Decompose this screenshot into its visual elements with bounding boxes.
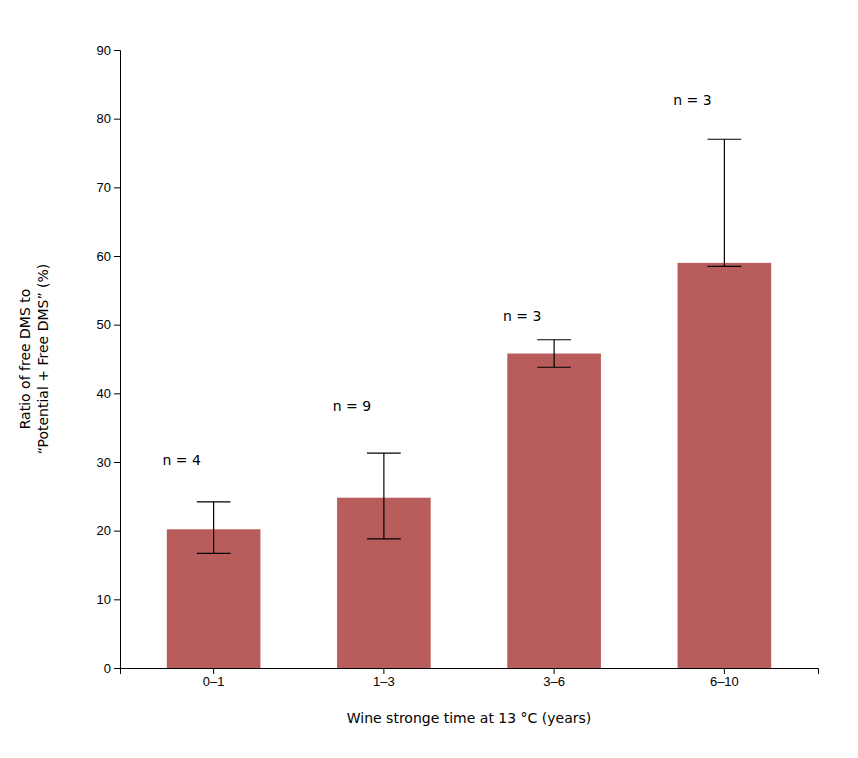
x-tick-label: 0–1 bbox=[203, 674, 225, 689]
error-whisker bbox=[383, 453, 384, 539]
y-tick: 10 bbox=[97, 592, 120, 607]
annotation: n = 3 bbox=[503, 308, 541, 324]
error-cap-lower bbox=[537, 367, 571, 368]
y-tick-label: 60 bbox=[97, 249, 111, 264]
x-tick: 3–6 bbox=[543, 668, 565, 689]
y-tick-mark bbox=[114, 599, 120, 600]
annotation: n = 9 bbox=[333, 398, 371, 414]
y-tick-label: 0 bbox=[104, 661, 111, 676]
y-axis-title: Ratio of free DMS to“Potential + Free DM… bbox=[17, 264, 51, 455]
y-tick: 30 bbox=[97, 455, 120, 470]
error-cap-upper bbox=[708, 139, 742, 140]
y-tick-label: 50 bbox=[97, 317, 111, 332]
x-axis-line bbox=[121, 669, 819, 675]
error-cap-upper bbox=[197, 501, 231, 502]
error-cap-lower bbox=[367, 538, 401, 539]
y-tick-label: 70 bbox=[97, 180, 111, 195]
x-axis: 0–1 1–3 3–6 6–10 bbox=[121, 668, 819, 689]
y-tick: 70 bbox=[97, 180, 120, 195]
error-whisker bbox=[724, 139, 725, 266]
error-cap-upper bbox=[537, 339, 571, 340]
y-tick-mark bbox=[114, 119, 120, 120]
x-tick-label: 6–10 bbox=[710, 674, 739, 689]
error-bar bbox=[197, 502, 231, 554]
x-tick: 6–10 bbox=[710, 668, 739, 689]
y-tick: 60 bbox=[97, 249, 120, 264]
y-tick: 50 bbox=[97, 317, 120, 332]
y-tick: 40 bbox=[97, 386, 120, 401]
x-tick-label: 3–6 bbox=[543, 674, 565, 689]
y-tick-mark bbox=[114, 393, 120, 394]
x-tick-mark bbox=[724, 668, 725, 674]
y-axis-line bbox=[114, 51, 121, 669]
x-axis-title: Wine stronge time at 13 °C (years) bbox=[347, 710, 592, 726]
y-tick: 80 bbox=[97, 111, 120, 126]
bar bbox=[507, 354, 601, 668]
error-whisker bbox=[554, 340, 555, 367]
y-tick-label: 10 bbox=[97, 592, 111, 607]
annotations: n = 4 n = 9 n = 3 n = 3 bbox=[163, 92, 712, 469]
x-tick-mark bbox=[383, 668, 384, 674]
marks bbox=[167, 139, 771, 668]
y-tick-mark bbox=[114, 531, 120, 532]
y-tick-label: 80 bbox=[97, 111, 111, 126]
y-tick-mark bbox=[114, 256, 120, 257]
y-tick-mark bbox=[114, 668, 120, 669]
chart: 01020304050607080900–11–33–66–10n = 4n =… bbox=[0, 0, 858, 758]
error-whisker bbox=[213, 502, 214, 554]
y-tick-mark bbox=[114, 325, 120, 326]
y-tick-mark bbox=[114, 187, 120, 188]
y-tick: 0 bbox=[104, 661, 120, 676]
y-tick: 20 bbox=[97, 523, 120, 538]
annotation: n = 4 bbox=[163, 452, 202, 468]
y-tick-mark bbox=[114, 462, 120, 463]
x-tick: 0–1 bbox=[203, 668, 225, 689]
error-cap-upper bbox=[367, 452, 401, 453]
x-tick-label: 1–3 bbox=[373, 674, 395, 689]
x-tick-mark bbox=[554, 668, 555, 674]
y-tick-mark bbox=[114, 50, 120, 51]
y-tick-label: 20 bbox=[97, 523, 111, 538]
y-axis-title-line: “Potential + Free DMS” (%) bbox=[35, 264, 51, 455]
y-tick-label: 90 bbox=[97, 43, 111, 58]
error-bar bbox=[537, 340, 571, 367]
y-axis: 0 10 20 30 40 50 60 70 80 90 bbox=[97, 43, 121, 676]
error-bar bbox=[708, 139, 742, 266]
bar bbox=[678, 263, 772, 668]
error-bar bbox=[367, 453, 401, 539]
error-cap-lower bbox=[708, 266, 742, 267]
y-tick-label: 30 bbox=[97, 455, 111, 470]
x-tick-mark bbox=[213, 668, 214, 674]
error-cap-lower bbox=[197, 553, 231, 554]
y-tick-label: 40 bbox=[97, 386, 111, 401]
annotation: n = 3 bbox=[673, 92, 711, 108]
y-axis-title-line: Ratio of free DMS to bbox=[17, 289, 33, 430]
plot: 01020304050607080900–11–33–66–10n = 4n =… bbox=[17, 43, 819, 726]
x-tick: 1–3 bbox=[373, 668, 395, 689]
y-tick: 90 bbox=[97, 43, 120, 58]
